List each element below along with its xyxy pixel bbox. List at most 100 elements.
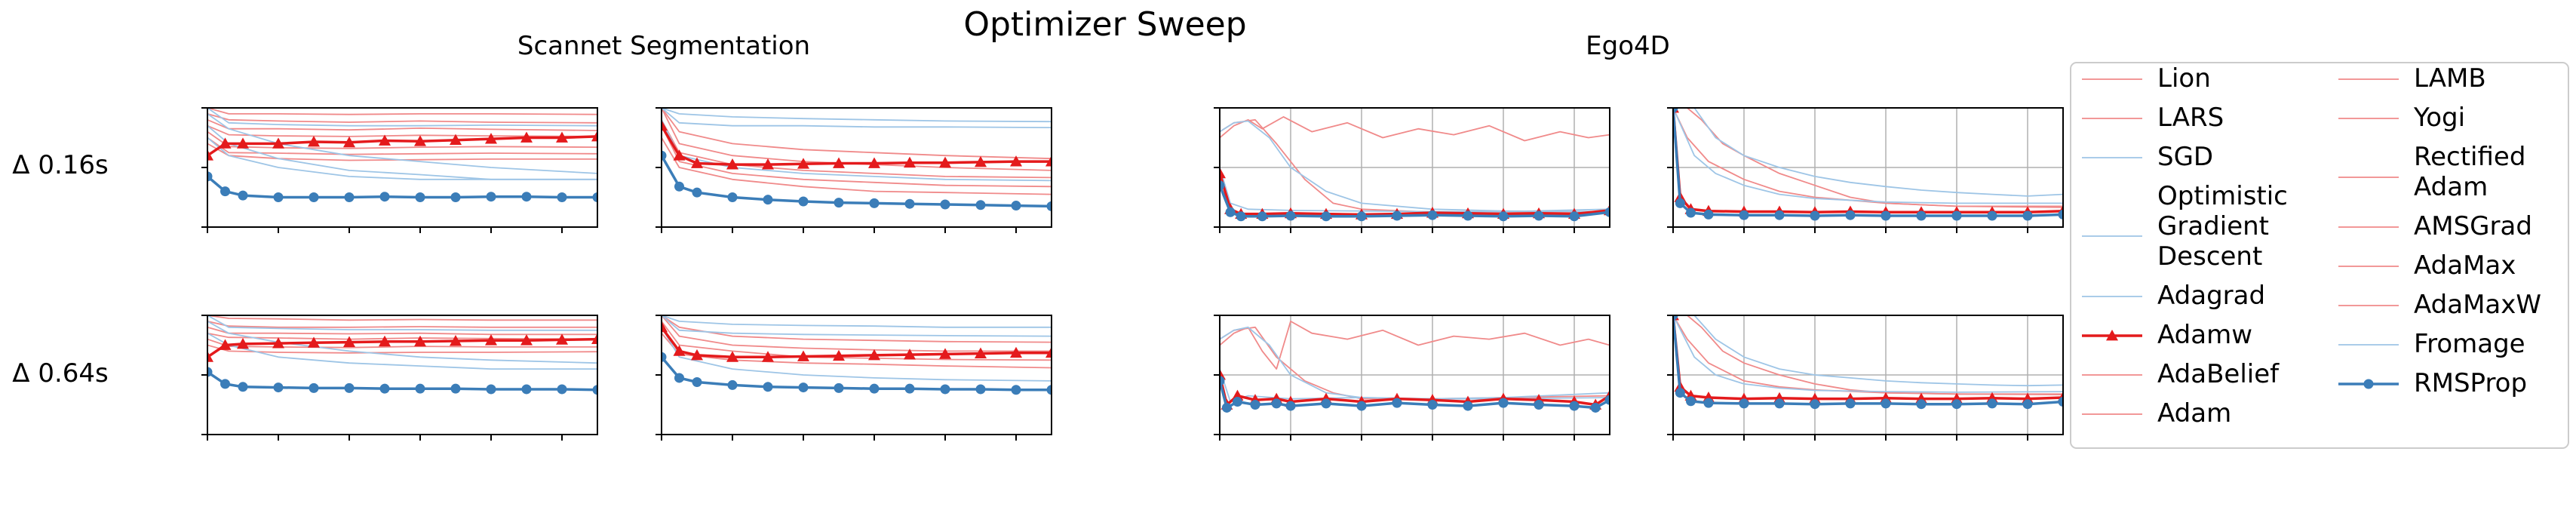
panel-5-adamw-point-12	[1045, 346, 1052, 358]
legend-label-line-0-4-0: Adagrad	[2157, 281, 2265, 311]
panel-6-rmsprop-point-3	[1250, 400, 1260, 410]
panel-4-curve-9-line	[207, 321, 597, 364]
legend-marker-1-7	[2363, 379, 2374, 389]
panel-7-rmsprop-point-13	[2058, 397, 2063, 407]
panel-7-rmsprop-point-7	[1845, 398, 1856, 409]
legend-item-1-4: AdaMax	[2338, 250, 2516, 281]
panel-3-curve-3-line	[1673, 108, 2063, 207]
panel-1-curve-7-line	[662, 108, 1052, 123]
panel-0-adamw-point-6	[379, 134, 391, 146]
legend-item-0-4: Adagrad	[2082, 281, 2265, 311]
panel-5-adamw-point-5	[797, 350, 809, 361]
panel-4-rmsprop-point-12	[592, 385, 597, 395]
panel-6-rmsprop-point-8	[1392, 398, 1402, 408]
panel-5-adamw-point-0	[662, 321, 668, 333]
panel-0-rmsprop-point-3	[273, 192, 284, 202]
panel-7-rmsprop-point-9	[1916, 399, 1927, 410]
panel-0-adamw-point-2	[237, 137, 249, 149]
chart-panels	[201, 107, 2064, 441]
legend-label-line-0-5-0: Adamw	[2157, 320, 2252, 350]
panel-5-adamw-point-6	[833, 349, 845, 361]
panel-7-rmsprop-point-8	[1881, 398, 1891, 409]
panel-0-rmsprop-point-4	[309, 192, 319, 202]
panel-1-rmsprop-point-0	[662, 150, 667, 161]
panel-5	[656, 315, 1052, 441]
panel-2	[1214, 107, 1610, 233]
panel-4-adamw-point-12	[591, 333, 597, 344]
legend-label-line-0-6-0: AdaBelief	[2157, 359, 2280, 389]
panel-3-rmsprop-point-6	[1810, 210, 1820, 221]
panel-4-adamw-point-11	[556, 333, 568, 345]
panel-0-curve-3-line	[207, 113, 597, 124]
panel-1-rmsprop-point-4	[763, 195, 773, 205]
panel-0-rmsprop-point-2	[238, 190, 248, 201]
panel-4-adamw-point-6	[379, 335, 391, 347]
panel-4-curve-3-line	[207, 321, 597, 328]
panel-2-curve-2-line	[1220, 115, 1610, 142]
panel-6-rmsprop-point-15	[1604, 395, 1610, 405]
panel-0-curve-12-line	[207, 137, 597, 180]
legend-item-1-2: Rectified Adam	[2338, 142, 2525, 202]
panel-1-rmsprop-point-12	[1046, 201, 1052, 211]
panel-1-curve-2-line	[662, 108, 1052, 160]
panel-4-rmsprop-point-1	[220, 379, 230, 389]
panel-6-rmsprop-point-0	[1220, 376, 1225, 386]
panel-5-adamw-point-9	[939, 348, 951, 359]
legend-marker-0-5	[2106, 330, 2118, 341]
panel-1-curve-8-line	[662, 108, 1052, 128]
panel-1-rmsprop-point-9	[940, 199, 950, 210]
panel-7-curve-2-line	[1673, 315, 2063, 395]
panel-5-rmsprop-line	[662, 356, 1052, 392]
legend-item-1-1: Yogi	[2338, 103, 2465, 133]
panel-4-adamw-point-1	[219, 339, 232, 350]
panel-0-adamw-point-0	[207, 149, 213, 161]
panel-6	[1214, 315, 1610, 441]
group-title-ego4d: Ego4D	[1586, 31, 1670, 61]
legend-item-0-5: Adamw	[2082, 320, 2252, 350]
panel-1-adamw-point-4	[762, 158, 774, 170]
panel-1-adamw-point-2	[691, 157, 703, 168]
panel-5-adamw-point-11	[1010, 346, 1022, 358]
legend-label-line-0-1-0: LARS	[2157, 103, 2224, 133]
panel-1-frame	[661, 107, 1052, 228]
panel-3-rmsprop-point-2	[1686, 207, 1696, 218]
panel-7-rmsprop-point-11	[1987, 398, 1997, 409]
panel-7-rmsprop-point-2	[1686, 396, 1696, 407]
panel-5-adamw-point-3	[726, 351, 738, 362]
panel-5-curve-7-line	[662, 315, 1052, 337]
panel-1-adamw-point-1	[673, 149, 686, 161]
panel-5-rmsprop-point-6	[834, 382, 844, 393]
panel-3-rmsprop-point-9	[1916, 210, 1927, 221]
panel-0-adamw-point-4	[308, 136, 320, 147]
panel-1-adamw-point-8	[904, 156, 916, 168]
panel-2-adamw-point-0	[1220, 167, 1226, 179]
panel-6-rmsprop-point-10	[1463, 401, 1473, 411]
panel-7-curve-4-line	[1673, 315, 2063, 387]
panel-1-series-group	[662, 108, 1052, 211]
panel-7-rmsprop-point-0	[1673, 315, 1678, 321]
panel-3-curve-5-line	[1673, 108, 2063, 204]
legend-label-line-1-6-0: Fromage	[2414, 329, 2525, 359]
panel-7-rmsprop-point-5	[1774, 398, 1785, 409]
panel-3-rmsprop-point-12	[2022, 210, 2033, 221]
legend-label-line-1-4-0: AdaMax	[2414, 250, 2516, 281]
legend-label-line-0-0-0: Lion	[2157, 63, 2211, 94]
panel-4-adamw-point-4	[308, 336, 320, 348]
panel-5-rmsprop-point-5	[798, 382, 809, 393]
panel-6-rmsprop-point-4	[1271, 398, 1282, 409]
legend-label-1-3: AMSGrad	[2414, 211, 2532, 241]
panel-3-rmsprop-point-5	[1774, 210, 1785, 220]
panel-0-adamw-point-10	[520, 131, 533, 143]
figure-title: Optimizer Sweep	[963, 5, 1246, 44]
panel-0-rmsprop-point-11	[557, 192, 567, 202]
panel-0-curve-2-line	[207, 108, 597, 115]
panel-6-rmsprop-point-13	[1569, 401, 1580, 411]
panel-4-rmsprop-point-4	[309, 382, 319, 393]
legend-item-0-1: LARS	[2082, 103, 2224, 133]
panel-0-rmsprop-point-12	[592, 192, 597, 202]
panel-6-rmsprop-point-5	[1285, 401, 1296, 411]
panel-0-adamw-point-9	[485, 133, 497, 144]
panel-4-rmsprop-point-3	[273, 382, 284, 393]
legend-item-0-7: Adam	[2082, 398, 2231, 429]
